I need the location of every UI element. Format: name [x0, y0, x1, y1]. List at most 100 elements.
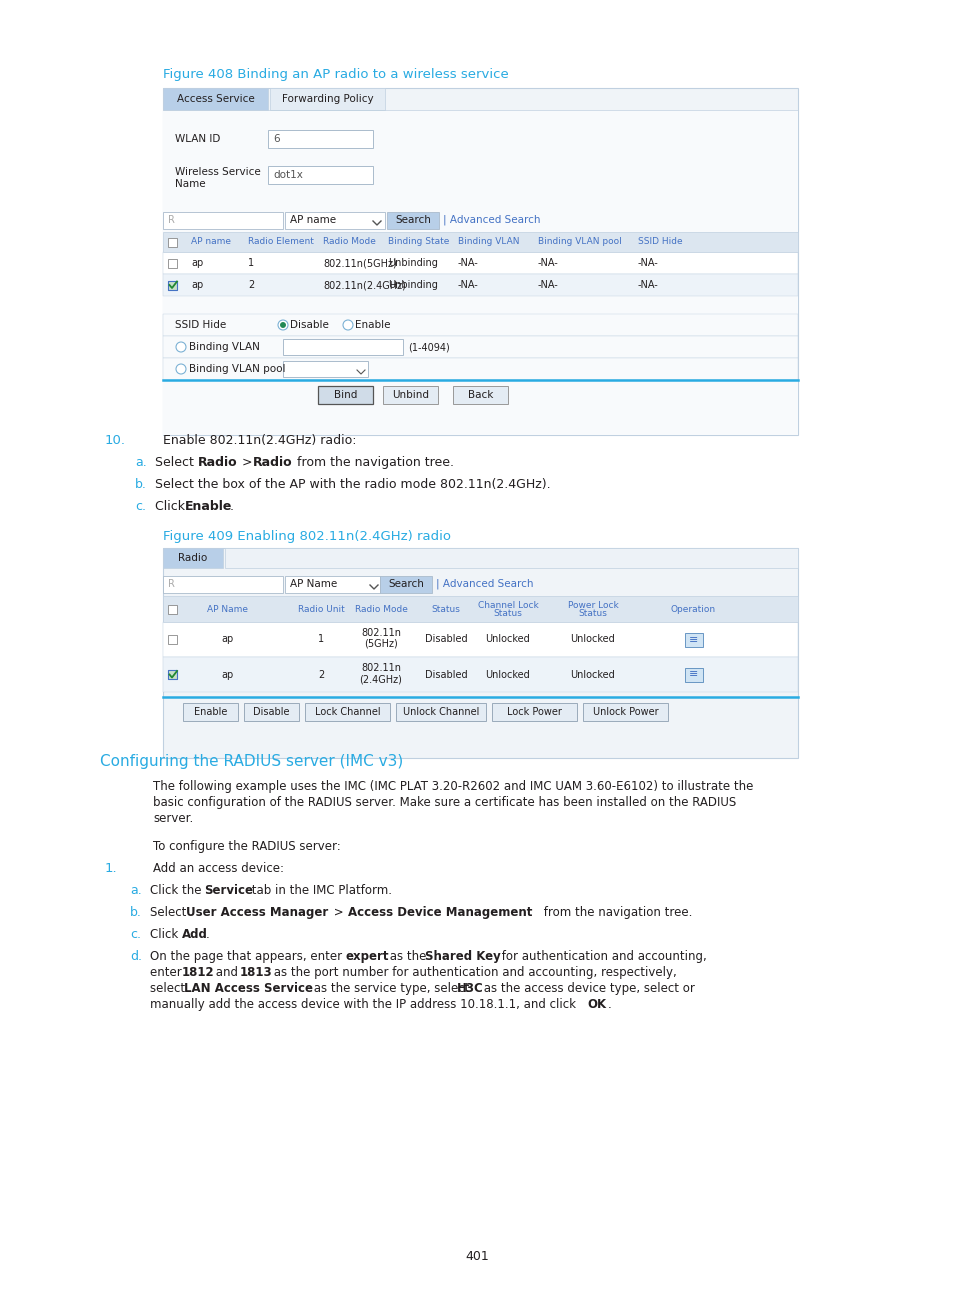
Text: SSID Hide: SSID Hide [174, 320, 226, 330]
Bar [387, 213, 438, 229]
Text: Radio: Radio [198, 456, 237, 469]
Text: Unbind: Unbind [392, 390, 429, 400]
Bar [169, 258, 177, 267]
Text: from the navigation tree.: from the navigation tree. [539, 906, 692, 919]
Text: expert: expert [346, 950, 389, 963]
Text: WLAN ID: WLAN ID [174, 133, 220, 144]
Text: .: . [230, 500, 233, 513]
Text: 1: 1 [317, 635, 324, 644]
Bar [163, 213, 283, 229]
Bar [684, 632, 702, 647]
Bar [163, 273, 797, 295]
Text: LAN Access Service: LAN Access Service [184, 982, 313, 995]
Bar [285, 213, 385, 229]
Text: Radio: Radio [253, 456, 293, 469]
Text: Add an access device:: Add an access device: [152, 862, 284, 875]
Text: 802.11n: 802.11n [360, 629, 400, 638]
Bar [163, 251, 797, 273]
Bar [225, 548, 797, 568]
Text: -NA-: -NA- [638, 258, 659, 268]
Text: -NA-: -NA- [537, 258, 558, 268]
Text: Unbinding: Unbinding [388, 280, 437, 290]
Bar [169, 670, 177, 679]
Circle shape [175, 342, 186, 353]
Text: b.: b. [135, 478, 147, 491]
Text: as the: as the [386, 950, 430, 963]
Bar [270, 88, 385, 110]
Text: Disabled: Disabled [424, 635, 467, 644]
Text: User Access Manager: User Access Manager [186, 906, 328, 919]
Bar [163, 232, 797, 251]
Text: 1813: 1813 [240, 966, 273, 978]
Text: as the access device type, select or: as the access device type, select or [479, 982, 694, 995]
Text: server.: server. [152, 813, 193, 826]
Bar [163, 548, 223, 568]
Text: Enable: Enable [193, 708, 227, 717]
Text: Radio Unit: Radio Unit [297, 604, 344, 613]
Text: OK: OK [586, 998, 605, 1011]
Text: ap: ap [191, 280, 203, 290]
Text: Back: Back [467, 390, 493, 400]
Text: 2: 2 [248, 280, 254, 290]
Text: select: select [150, 982, 189, 995]
Text: 401: 401 [465, 1249, 488, 1262]
Bar [492, 702, 577, 721]
Circle shape [277, 320, 288, 330]
Text: .: . [206, 928, 210, 941]
Text: dot1x: dot1x [273, 170, 302, 180]
Text: Click: Click [150, 928, 182, 941]
Text: H3C: H3C [456, 982, 483, 995]
Text: Wireless Service: Wireless Service [174, 167, 260, 178]
Text: Operation: Operation [670, 604, 715, 613]
Text: as the service type, select: as the service type, select [310, 982, 473, 995]
Bar [285, 575, 379, 594]
Bar [684, 667, 702, 682]
Text: b.: b. [130, 906, 142, 919]
Text: Click the: Click the [150, 884, 205, 897]
Text: Select: Select [150, 906, 190, 919]
Text: ≡: ≡ [689, 670, 698, 679]
Text: 802.11n: 802.11n [360, 664, 400, 673]
Text: Access Device Management: Access Device Management [348, 906, 532, 919]
Text: AP name: AP name [290, 215, 335, 226]
Text: 10.: 10. [105, 434, 126, 447]
Bar [163, 358, 797, 380]
Text: ap: ap [191, 258, 203, 268]
Text: Disable: Disable [253, 708, 290, 717]
Bar [582, 702, 667, 721]
Text: Channel Lock: Channel Lock [477, 600, 537, 609]
Text: Access Service: Access Service [176, 95, 254, 104]
Bar [163, 622, 797, 657]
Bar [163, 314, 797, 336]
Text: Disable: Disable [290, 320, 329, 330]
Text: Disabled: Disabled [424, 670, 467, 679]
Text: >: > [330, 906, 347, 919]
Text: as the port number for authentication and accounting, respectively,: as the port number for authentication an… [270, 966, 676, 978]
Text: (5GHz): (5GHz) [364, 639, 397, 649]
Text: Figure 408 Binding an AP radio to a wireless service: Figure 408 Binding an AP radio to a wire… [163, 67, 508, 80]
Text: basic configuration of the RADIUS server. Make sure a certificate has been insta: basic configuration of the RADIUS server… [152, 796, 736, 809]
Bar [317, 386, 373, 404]
Text: ap: ap [222, 670, 233, 679]
Bar [283, 362, 368, 377]
Bar [163, 295, 797, 314]
Text: 802.11n(5GHz): 802.11n(5GHz) [323, 258, 396, 268]
Bar [169, 670, 177, 679]
Text: and: and [212, 966, 241, 978]
Text: AP name: AP name [191, 237, 231, 246]
Text: R: R [168, 215, 174, 226]
Bar [163, 548, 797, 758]
Bar [169, 280, 177, 289]
Text: d.: d. [130, 950, 142, 963]
Text: -NA-: -NA- [537, 280, 558, 290]
Text: 802.11n(2.4GHz): 802.11n(2.4GHz) [323, 280, 405, 290]
Bar [395, 702, 485, 721]
Text: Radio: Radio [178, 553, 208, 562]
Text: Service: Service [204, 884, 253, 897]
Text: Unlock Channel: Unlock Channel [402, 708, 478, 717]
Text: enter: enter [150, 966, 185, 978]
Text: Enable: Enable [185, 500, 233, 513]
Text: Enable: Enable [355, 320, 390, 330]
Text: Click: Click [154, 500, 189, 513]
Bar [183, 702, 237, 721]
